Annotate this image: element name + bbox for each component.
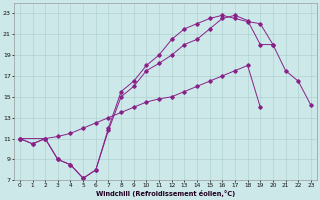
X-axis label: Windchill (Refroidissement éolien,°C): Windchill (Refroidissement éolien,°C) — [96, 190, 235, 197]
